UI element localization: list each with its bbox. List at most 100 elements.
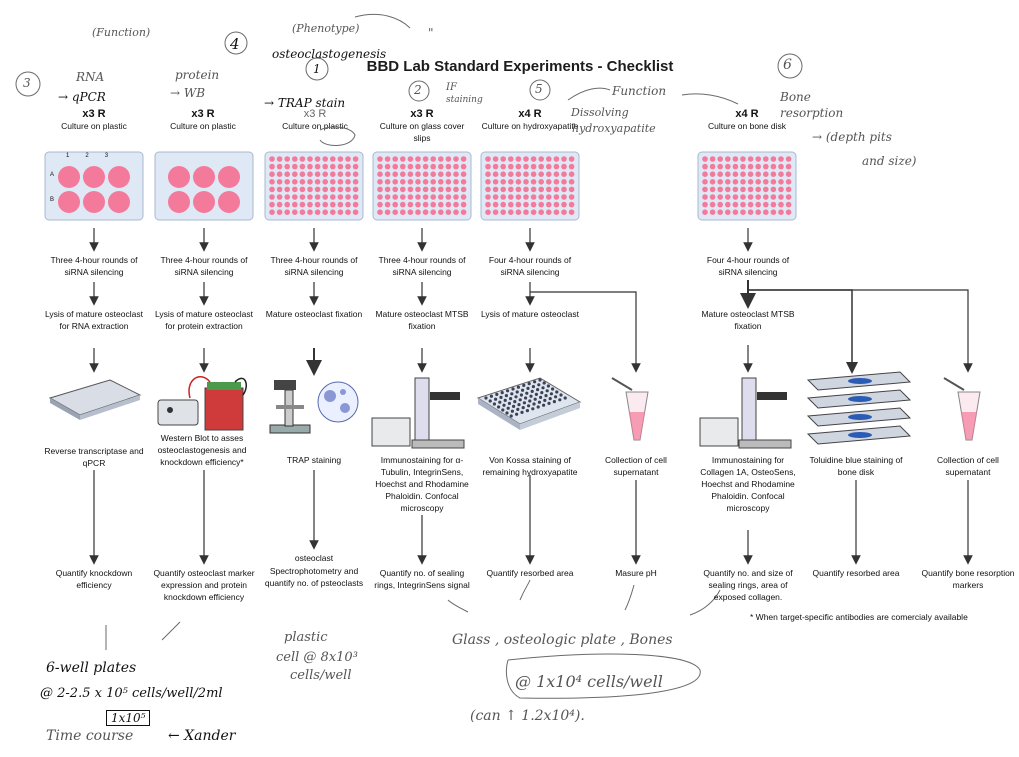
hw-number-6: 6 (783, 57, 792, 73)
plate-well (528, 399, 532, 403)
plate-well (352, 186, 359, 193)
hw-depth-pits: → (depth pits (812, 130, 892, 144)
plate-well (539, 395, 543, 399)
plate-well (778, 163, 784, 170)
col3-readout: Spectrophotometry and quantify no. of ps… (264, 566, 364, 588)
plate-well (523, 186, 529, 193)
plate-well (314, 209, 321, 215)
plate-well (508, 201, 514, 208)
col1-assay: Reverse transcriptase and qPCR (44, 446, 144, 468)
plate-well (330, 209, 336, 215)
plate-well (527, 382, 531, 386)
plate-well (747, 179, 754, 185)
plate-well (492, 402, 496, 406)
plate-well (529, 394, 533, 398)
hw-number-3: 3 (23, 76, 31, 90)
plate-well (546, 179, 552, 185)
plate-well (508, 179, 514, 185)
plate-well (702, 194, 708, 200)
plate-well (384, 194, 391, 200)
plate-well (561, 163, 567, 170)
plate-well (546, 163, 552, 170)
plate-well (430, 186, 437, 193)
plate-well (515, 412, 519, 416)
plate-well (314, 186, 321, 193)
col1-silencing: Three 4-hour rounds of siRNA silencing (50, 255, 138, 277)
plate-well (422, 186, 429, 193)
col2-processing: Lysis of mature osteoclast for protein e… (155, 309, 253, 331)
plate-well (533, 380, 537, 384)
plate-well (547, 401, 551, 405)
hw-boxed-density: 1x10⁵ (106, 710, 151, 726)
plate-well (531, 385, 536, 389)
col7-readout: Quantify no. and size of sealing rings, … (703, 568, 793, 602)
multiwell-plate-3 (264, 151, 364, 221)
hw-protein: protein (175, 68, 220, 82)
plate-well (276, 163, 283, 170)
plate-well (725, 171, 731, 177)
plate-well (485, 194, 491, 200)
plate-well (778, 194, 784, 200)
plate-well (407, 179, 414, 185)
plate-well (307, 201, 313, 208)
col3-replicates: x3 R (303, 108, 327, 120)
plate1-col-labels: 123 (66, 153, 124, 159)
plate-well (492, 156, 499, 162)
col7-replicates: x4 R (735, 108, 759, 120)
plate-well (377, 201, 383, 208)
plate-well (785, 171, 792, 177)
plate-well (732, 156, 739, 162)
six-well-plate-2 (154, 151, 254, 221)
plate-well (422, 179, 429, 185)
plate-well (337, 163, 344, 170)
plate-well (510, 409, 514, 413)
col7-processing: Mature osteoclast MTSB fixation (701, 309, 795, 331)
confocal-microscope-illustration-1 (371, 377, 465, 449)
plate-well (520, 410, 524, 414)
plate-well (314, 201, 321, 208)
plate-well (392, 156, 399, 162)
plate-well (755, 156, 761, 162)
plate-well (515, 390, 519, 394)
plate-well (337, 171, 344, 177)
plate-well (314, 163, 321, 170)
plate-well (546, 201, 552, 208)
plate-well (407, 171, 414, 177)
col5-processing: Lysis of mature osteoclast (481, 309, 579, 319)
plate-well (755, 194, 761, 200)
plate-well (438, 163, 444, 170)
plate-well (500, 156, 507, 162)
plate-well (508, 156, 514, 162)
plate-well (717, 163, 723, 170)
col3-readout-title: osteoclast (294, 553, 334, 563)
plate-well (307, 209, 313, 215)
col2-header: x3 R Culture on plastic (153, 108, 253, 132)
plate-well (337, 201, 344, 208)
plate-well (515, 179, 522, 185)
plate-well (453, 179, 459, 185)
col7-assay: Immunostaining for Collagen 1A, OsteoSen… (700, 455, 796, 513)
supernatant-tube-illustration-1 (611, 377, 649, 441)
plate-well (500, 186, 507, 193)
plate-well (778, 171, 784, 177)
plate-well (269, 194, 275, 200)
plate-well (400, 209, 406, 215)
plate-well (484, 396, 488, 400)
plate-well (485, 179, 491, 185)
plate-well (460, 209, 467, 215)
plate-well (492, 179, 499, 185)
plate-well (770, 201, 777, 208)
plate-well (755, 201, 761, 208)
plate-well (536, 388, 540, 392)
plate-well (322, 194, 329, 200)
plate-well (445, 156, 452, 162)
multiwell-plate-7 (697, 151, 797, 221)
plate-well (345, 179, 351, 185)
plate-well (284, 194, 291, 200)
plate-well (307, 156, 313, 162)
plate-well (284, 163, 291, 170)
plate-well (725, 156, 731, 162)
plate-well (519, 393, 524, 397)
plate-well (533, 397, 537, 401)
plate-well (284, 201, 291, 208)
